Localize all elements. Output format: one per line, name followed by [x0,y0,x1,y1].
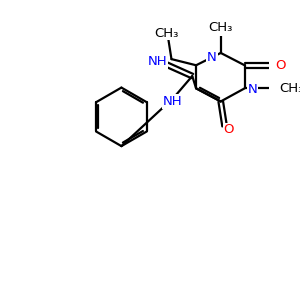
Text: O: O [275,59,286,72]
Text: N: N [207,51,217,64]
Text: N: N [248,83,257,96]
Text: CH₃: CH₃ [208,21,233,34]
Text: O: O [152,52,162,66]
Text: NH: NH [148,55,168,68]
Text: CH₃: CH₃ [279,82,300,95]
Text: NH: NH [162,95,182,108]
Text: O: O [223,123,234,136]
Text: CH₃: CH₃ [154,27,178,40]
